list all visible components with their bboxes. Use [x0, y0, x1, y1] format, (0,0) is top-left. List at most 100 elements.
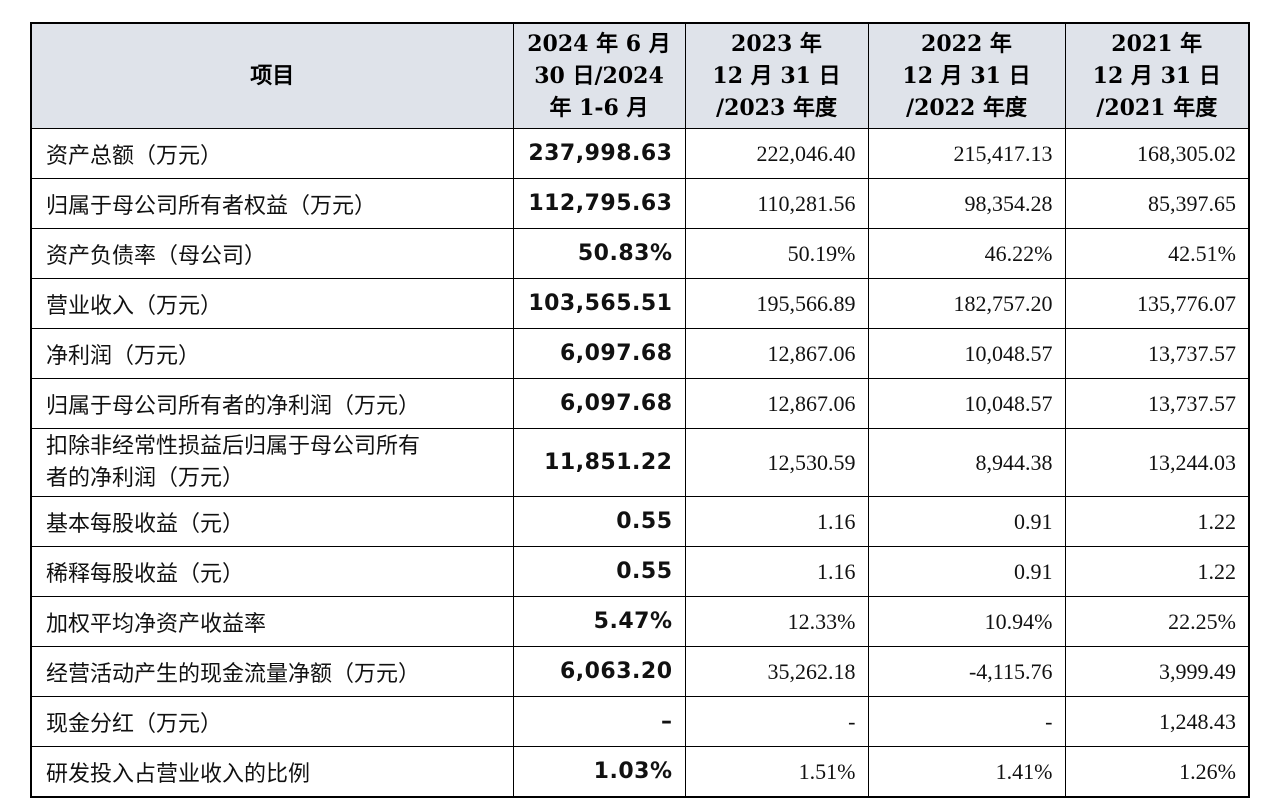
cell-2021: 85,397.65 [1064, 178, 1250, 229]
cell-2022: 46.22% [867, 228, 1066, 279]
cell-2023: 12,867.06 [684, 378, 869, 429]
cell-2022: 10,048.57 [867, 378, 1066, 429]
row-label-text: 稀释每股收益（元） [46, 561, 245, 587]
table-row: 资产总额（万元） 237,998.63 222,046.40 215,417.13 16… [30, 128, 1250, 179]
row-label: 扣除非经常性损益后归属于母公司所有 者的净利润（万元） [30, 428, 514, 497]
cell-2021: 1.26% [1064, 746, 1250, 798]
table-row: 资产负债率（母公司） 50.83% 50.19% 46.22% 42.51% [30, 228, 1250, 279]
cell-2023: 1.51% [684, 746, 869, 798]
row-label-text: 基本每股收益（元） [46, 511, 245, 537]
row-label-text: 资产负债率（母公司） [46, 243, 267, 269]
header-period-3: 2022 年 12 月 31 日/2022 年度 [867, 22, 1066, 129]
row-label-text: 扣除非经常性损益后归属于母公司所有 [46, 434, 421, 459]
cell-2021: 22.25% [1064, 596, 1250, 647]
row-label: 营业收入（万元） [30, 278, 514, 329]
row-label: 净利润（万元） [30, 328, 514, 379]
header-line: 12 月 31 日 [902, 63, 1031, 89]
table-header: 项目 2024 年 6 月 30 日/2024 年 1-6 月 2023 年 12 月 3… [30, 22, 1250, 129]
header-line: 2022 年 [921, 31, 1012, 57]
table-body: 资产总额（万元） 237,998.63 222,046.40 215,417.13 16… [30, 128, 1250, 798]
cell-2022: -4,115.76 [867, 646, 1066, 697]
cell-2021: 13,737.57 [1064, 328, 1250, 379]
row-label-text: 归属于母公司所有者权益（万元） [46, 193, 377, 219]
table-row: 归属于母公司所有者的净利润（万元） 6,097.68 12,867.06 10,048… [30, 378, 1250, 429]
row-label: 归属于母公司所有者的净利润（万元） [30, 378, 514, 429]
header-period-1: 2024 年 6 月 30 日/2024 年 1-6 月 [512, 22, 686, 129]
row-label-text: 研发投入占营业收入的比例 [46, 761, 311, 787]
cell-2024h1: 237,998.63 [512, 128, 686, 179]
header-period-2: 2023 年 12 月 31 日/2023 年度 [684, 22, 869, 129]
header-line: 年 1-6 月 [549, 95, 649, 121]
row-label: 经营活动产生的现金流量净额（万元） [30, 646, 514, 697]
cell-2024h1: 0.55 [512, 496, 686, 547]
cell-2023: - [684, 696, 869, 747]
cell-2024h1: 50.83% [512, 228, 686, 279]
cell-2023: 50.19% [684, 228, 869, 279]
table-row: 净利润（万元） 6,097.68 12,867.06 10,048.57 13,737.… [30, 328, 1250, 379]
cell-2024h1: 6,097.68 [512, 328, 686, 379]
header-period-4: 2021 年 12 月 31 日/2021 年度 [1064, 22, 1250, 129]
cell-2022: 215,417.13 [867, 128, 1066, 179]
table-row: 加权平均净资产收益率 5.47% 12.33% 10.94% 22.25% [30, 596, 1250, 647]
cell-2024h1: 112,795.63 [512, 178, 686, 229]
cell-2022: 8,944.38 [867, 428, 1066, 497]
cell-2023: 195,566.89 [684, 278, 869, 329]
cell-2023: 110,281.56 [684, 178, 869, 229]
cell-2021: 3,999.49 [1064, 646, 1250, 697]
header-row: 项目 2024 年 6 月 30 日/2024 年 1-6 月 2023 年 12 月 3… [30, 22, 1250, 129]
cell-2022: 0.91 [867, 546, 1066, 597]
table-row: 归属于母公司所有者权益（万元） 112,795.63 110,281.56 98,35… [30, 178, 1250, 229]
row-label-text: 归属于母公司所有者的净利润（万元） [46, 393, 421, 419]
table-row: 稀释每股收益（元） 0.55 1.16 0.91 1.22 [30, 546, 1250, 597]
cell-2024h1: 0.55 [512, 546, 686, 597]
row-label: 归属于母公司所有者权益（万元） [30, 178, 514, 229]
cell-2021: 168,305.02 [1064, 128, 1250, 179]
row-label: 稀释每股收益（元） [30, 546, 514, 597]
header-line: 2021 年 [1111, 31, 1203, 57]
cell-2021: 13,737.57 [1064, 378, 1250, 429]
cell-2021: 135,776.07 [1064, 278, 1250, 329]
row-label-text: 净利润（万元） [46, 343, 201, 369]
row-label-text: 者的净利润（万元） [46, 466, 245, 491]
row-label-text: 资产总额（万元） [46, 143, 223, 169]
cell-2021: 1.22 [1064, 496, 1250, 547]
header-line: /2021 年度 [1096, 95, 1218, 121]
cell-2021: 13,244.03 [1064, 428, 1250, 497]
header-line: /2023 年度 [716, 95, 837, 121]
cell-2024h1: 6,063.20 [512, 646, 686, 697]
header-line: 项目 [250, 63, 295, 89]
cell-2021: 42.51% [1064, 228, 1250, 279]
cell-2022: 10,048.57 [867, 328, 1066, 379]
header-line: 2024 年 6 月 [527, 31, 671, 57]
row-label: 加权平均净资产收益率 [30, 596, 514, 647]
cell-2024h1: – [512, 696, 686, 747]
cell-2023: 12.33% [684, 596, 869, 647]
cell-2022: 1.41% [867, 746, 1066, 798]
cell-2023: 1.16 [684, 496, 869, 547]
row-label: 现金分红（万元） [30, 696, 514, 747]
table-row: 营业收入（万元） 103,565.51 195,566.89 182,757.20 13… [30, 278, 1250, 329]
financial-data-table: 项目 2024 年 6 月 30 日/2024 年 1-6 月 2023 年 12 月 3… [30, 22, 1250, 798]
cell-2024h1: 11,851.22 [512, 428, 686, 497]
cell-2022: 0.91 [867, 496, 1066, 547]
cell-2022: 182,757.20 [867, 278, 1066, 329]
cell-2022: - [867, 696, 1066, 747]
cell-2024h1: 6,097.68 [512, 378, 686, 429]
header-line: 2023 年 [731, 31, 822, 57]
row-label: 资产负债率（母公司） [30, 228, 514, 279]
table-row: 经营活动产生的现金流量净额（万元） 6,063.20 35,262.18 -4,115… [30, 646, 1250, 697]
row-label-text: 现金分红（万元） [46, 711, 223, 737]
row-label-text: 经营活动产生的现金流量净额（万元） [46, 661, 421, 687]
cell-2024h1: 103,565.51 [512, 278, 686, 329]
row-label: 资产总额（万元） [30, 128, 514, 179]
cell-2024h1: 5.47% [512, 596, 686, 647]
row-label-text: 营业收入（万元） [46, 293, 223, 319]
table-row: 扣除非经常性损益后归属于母公司所有 者的净利润（万元） 11,851.22 12,53… [30, 428, 1250, 497]
row-label-text: 加权平均净资产收益率 [46, 611, 267, 637]
table-row: 基本每股收益（元） 0.55 1.16 0.91 1.22 [30, 496, 1250, 547]
cell-2022: 98,354.28 [867, 178, 1066, 229]
header-line: 12 月 31 日 [1092, 63, 1221, 89]
table-row: 现金分红（万元） – - -1,248.43 [30, 696, 1250, 747]
cell-2023: 222,046.40 [684, 128, 869, 179]
cell-2023: 1.16 [684, 546, 869, 597]
